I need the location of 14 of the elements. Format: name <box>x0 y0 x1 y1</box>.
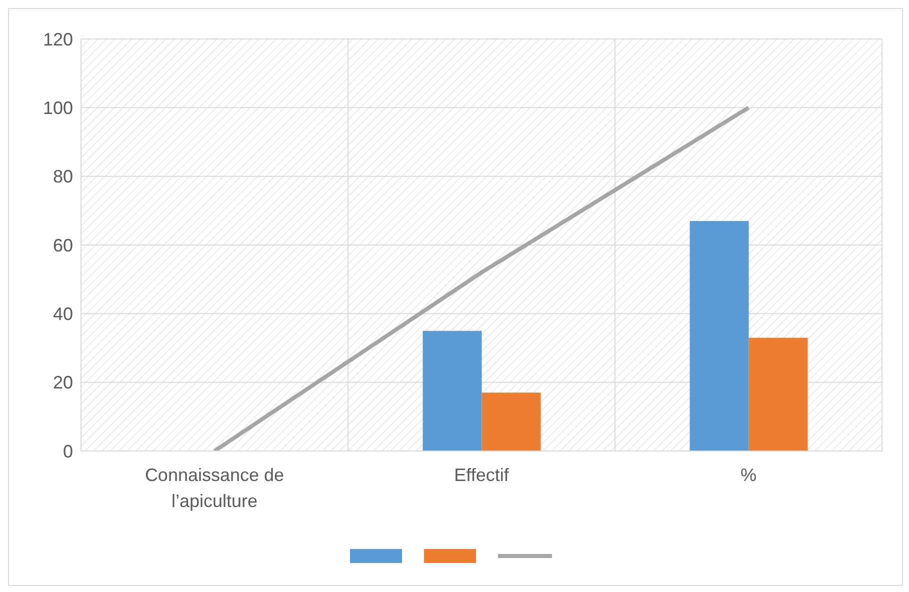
y-tick-label: 0 <box>62 441 73 462</box>
bar <box>482 392 541 451</box>
y-tick-label: 20 <box>52 372 73 393</box>
bar <box>748 338 808 451</box>
y-tick-label: 60 <box>52 235 73 256</box>
x-tick-label: Effectif <box>454 465 510 485</box>
x-tick-label: % <box>740 465 757 485</box>
bar <box>690 220 749 451</box>
y-tick-label: 40 <box>52 304 73 324</box>
y-tick-label: 120 <box>42 29 73 50</box>
x-tick-label: Connaissance de l’apiculture <box>144 465 284 511</box>
y-tick-label: 100 <box>42 98 73 118</box>
bar <box>422 330 482 451</box>
y-tick-label: 80 <box>52 166 73 187</box>
